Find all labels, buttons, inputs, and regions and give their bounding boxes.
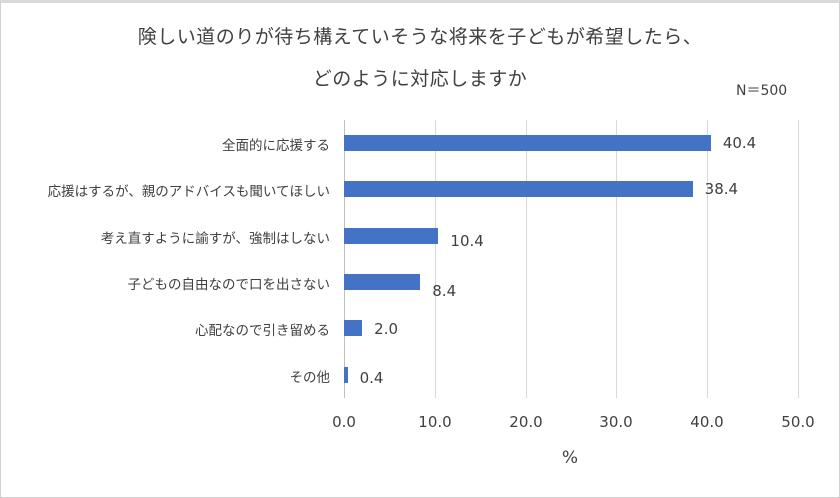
gridline [707, 120, 708, 398]
chart-title-line-2: どのように対応しますか [312, 68, 528, 90]
x-tick-label: 40.0 [690, 413, 724, 431]
bar [344, 135, 711, 151]
bar [344, 181, 693, 197]
gridline [435, 120, 436, 398]
x-tick-label: 0.0 [332, 413, 356, 431]
sample-size-annotation: N＝500 [736, 83, 788, 99]
plot-area [344, 120, 799, 398]
value-label: 0.4 [359, 369, 384, 387]
category-label: 考え直すように諭すが、強制はしない [100, 231, 330, 247]
x-tick-label: 50.0 [781, 413, 815, 431]
value-label: 10.4 [450, 232, 484, 250]
gridline [526, 120, 527, 398]
bar [344, 228, 439, 244]
x-tick-label: 10.0 [418, 413, 452, 431]
gridline [798, 120, 799, 398]
gridline [616, 120, 617, 398]
category-label: その他 [289, 370, 331, 386]
y-axis-line [344, 120, 345, 398]
x-axis-label: % [561, 448, 579, 468]
x-tick-label: 30.0 [599, 413, 633, 431]
value-label: 38.4 [704, 180, 739, 198]
bar [344, 274, 421, 290]
bar [344, 320, 363, 336]
chart-title-line-1: 険しい道のりが待ち構えていそうな将来を子どもが希望したら、 [137, 26, 703, 48]
category-label: 応援はするが、親のアドバイスも聞いてほしい [47, 184, 330, 200]
category-label: 心配なので引き留める [195, 323, 330, 339]
bar [344, 367, 348, 383]
category-label: 全面的に応援する [222, 138, 330, 154]
value-label: 2.0 [374, 320, 399, 338]
x-tick-label: 20.0 [509, 413, 543, 431]
category-label: 子どもの自由なので口を出さない [127, 277, 331, 293]
value-label: 8.4 [432, 282, 457, 300]
value-label: 40.4 [722, 134, 757, 152]
